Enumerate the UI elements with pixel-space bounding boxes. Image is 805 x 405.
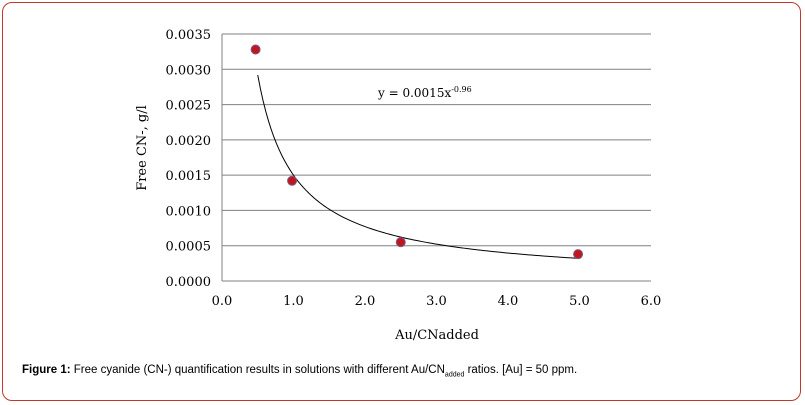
y-tick-label: 0.0035 <box>166 28 212 43</box>
y-axis-title: Free CN-, g/l <box>135 105 150 191</box>
x-tick-label: 3.0 <box>426 294 447 309</box>
axes <box>221 34 651 282</box>
x-tick-label: 4.0 <box>498 294 519 309</box>
caption-text: Free cyanide (CN-) quantification result… <box>73 364 445 376</box>
trendline-equation-exponent: -0.96 <box>451 85 472 94</box>
data-point <box>250 44 261 55</box>
caption-text-end: ratios. [Au] = 50 ppm. <box>464 364 578 376</box>
data-point <box>395 237 406 248</box>
data-point <box>287 175 298 186</box>
x-tick-label: 0.0 <box>212 294 233 309</box>
y-tick-label: 0.0010 <box>166 204 212 219</box>
x-axis-title: Au/CNadded <box>394 328 479 343</box>
data-points <box>250 44 584 260</box>
y-tick-label: 0.0020 <box>166 134 212 149</box>
gridlines <box>222 33 651 247</box>
caption-prefix: Figure 1: <box>22 364 71 376</box>
y-tick-labels: 0.0000 0.0005 0.0010 0.0015 0.0020 0.0025 0.00… <box>166 28 212 290</box>
data-point <box>573 249 584 260</box>
power-trendline <box>257 74 580 259</box>
x-tick-labels: 0.0 1.0 2.0 3.0 4.0 5.0 6.0 <box>212 294 662 309</box>
x-tick-label: 1.0 <box>283 294 304 309</box>
x-tick-label: 2.0 <box>355 294 376 309</box>
trendline-equation: y = 0.0015x-0.96 <box>377 85 472 100</box>
figure-caption: Figure 1: Free cyanide (CN-) quantificat… <box>22 364 577 378</box>
y-tick-label: 0.0000 <box>166 275 212 290</box>
y-tick-label: 0.0005 <box>166 240 212 255</box>
x-tick-label: 6.0 <box>641 294 662 309</box>
figure-frame <box>2 2 801 401</box>
y-tick-label: 0.0025 <box>166 99 212 114</box>
y-tick-label: 0.0030 <box>166 63 212 78</box>
caption-subscript: added <box>444 371 465 379</box>
y-tick-label: 0.0015 <box>166 169 212 184</box>
x-tick-label: 5.0 <box>569 294 590 309</box>
trendline-equation-base: y = 0.0015x <box>377 86 451 100</box>
